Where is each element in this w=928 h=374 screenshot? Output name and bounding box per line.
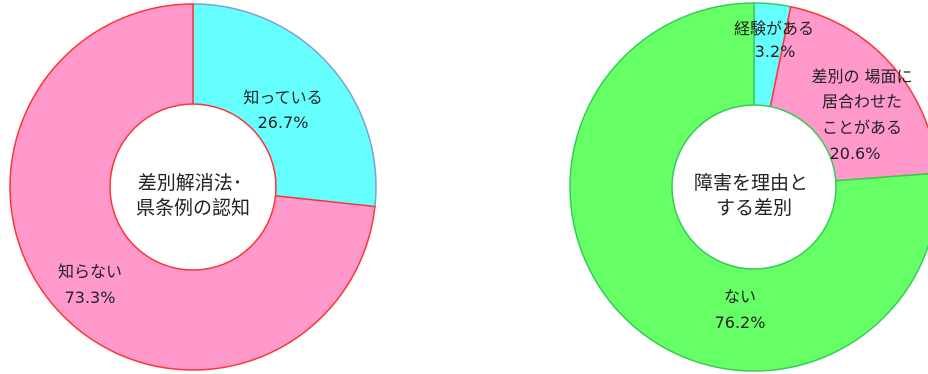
- svg-text:障害を理由と する差別: 障害を理由と する差別: [694, 172, 814, 219]
- center-label-line-1: 差別解消法･: [138, 172, 243, 194]
- slice-value-witnessed: 20.6%: [830, 144, 881, 163]
- donut-chart-discrimination: 障害を理由と する差別 経験がある 3.2% 差別の 場面に 居合わせた ことが…: [569, 2, 928, 372]
- slice-label-none: ない: [724, 287, 756, 306]
- slice-value-none: 76.2%: [715, 313, 766, 332]
- center-label-line-2: 県条例の認知: [136, 197, 250, 219]
- slice-label-witnessed-line-2: 居合わせた: [822, 92, 902, 111]
- slice-value-unaware: 73.3%: [65, 288, 116, 307]
- slice-label-experienced: 経験がある: [734, 19, 814, 38]
- svg-text:差別解消法･ 県条例の認知: 差別解消法･ 県条例の認知: [136, 172, 250, 219]
- center-label-line-1: 障害を理由と: [694, 172, 808, 194]
- slice-label-witnessed-line-1: 差別の 場面に: [811, 67, 912, 86]
- donut-hole: [109, 103, 277, 271]
- slice-value-aware: 26.7%: [258, 113, 309, 132]
- slice-label-unaware: 知らない: [58, 262, 122, 281]
- donut-hole: [671, 104, 837, 270]
- slice-value-experienced: 3.2%: [755, 42, 796, 61]
- slice-label-aware: 知っている: [243, 88, 322, 107]
- slice-label-witnessed-line-3: ことがある: [822, 118, 902, 137]
- center-label-line-2: する差別: [716, 197, 792, 219]
- donut-chart-awareness: 差別解消法･ 県条例の認知 知っている 26.7% 知らない 73.3%: [9, 3, 377, 371]
